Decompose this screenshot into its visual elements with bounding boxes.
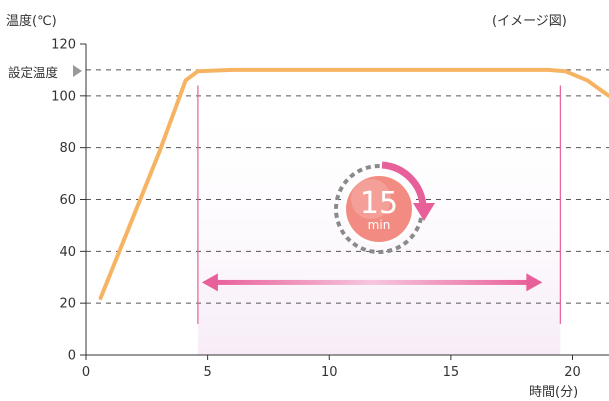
y-tick-label: 60 — [59, 193, 76, 208]
temperature-curve — [98, 67, 609, 300]
y-tick-label: 80 — [59, 141, 76, 156]
arrow-right-head-icon — [526, 273, 543, 292]
y-tick-label: 40 — [59, 245, 76, 260]
rotation-arrow-head-icon — [413, 203, 435, 221]
badge-highlight — [351, 179, 391, 219]
illustration-note: (イメージ図) — [492, 14, 567, 29]
hold-minutes-value: 15 — [360, 186, 398, 221]
setpoint-marker-icon — [73, 65, 82, 77]
y-tick-label: 20 — [59, 297, 76, 312]
hold-minutes-unit: min — [368, 218, 391, 232]
arrow-left-head-icon — [201, 273, 218, 292]
x-tick-label: 10 — [321, 365, 338, 380]
hold-duration-arrow — [213, 279, 531, 285]
y-tick-label: 120 — [51, 38, 76, 53]
y-tick-label: 100 — [51, 89, 76, 104]
badge-circle — [346, 176, 412, 242]
rotation-arrow-icon — [381, 161, 427, 208]
y-tick-label: 0 — [68, 349, 76, 364]
x-tick-label: 0 — [82, 365, 90, 380]
x-axis-label: 時間(分) — [529, 385, 579, 400]
x-tick-label: 15 — [443, 365, 460, 380]
y-axis-label: 温度(℃) — [6, 14, 57, 29]
x-tick-label: 20 — [564, 365, 581, 380]
x-tick-label: 5 — [203, 365, 211, 380]
setpoint-label: 設定温度 — [8, 65, 59, 80]
